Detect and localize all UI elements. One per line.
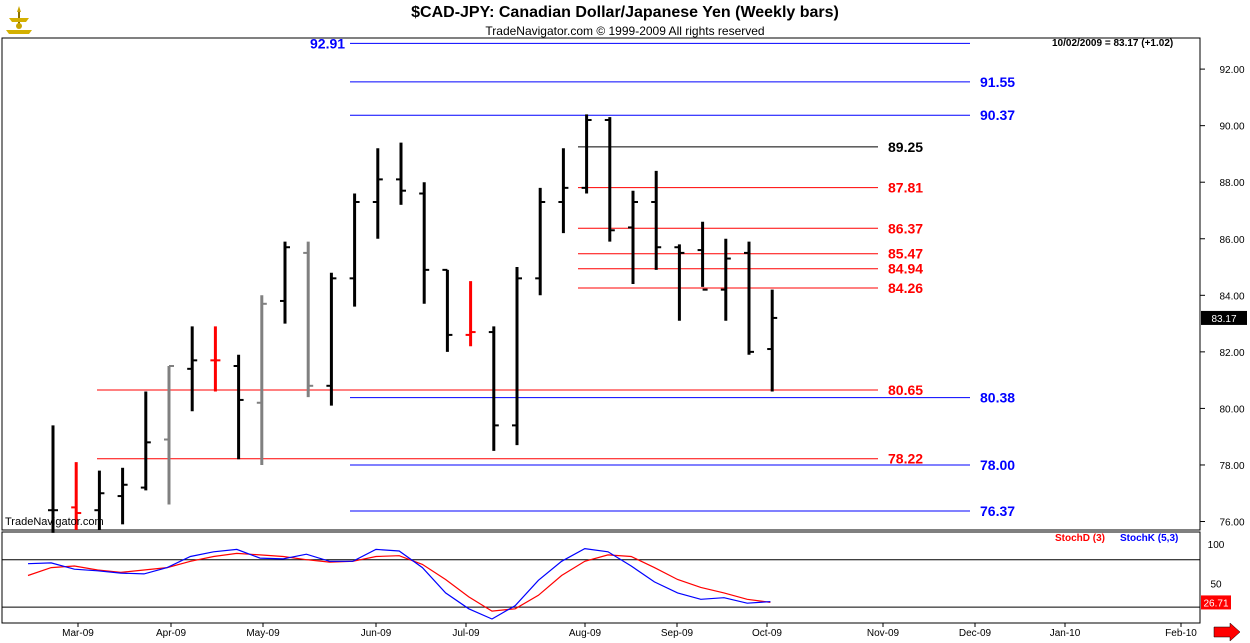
watermark: TradeNavigator.com <box>5 516 104 528</box>
stoch-value-box <box>1201 595 1231 610</box>
x-tick-label: Oct-09 <box>752 628 782 639</box>
logo-icon <box>4 4 34 36</box>
ohlc-bar <box>558 148 569 234</box>
y-tick-label: 76.00 <box>1219 518 1244 529</box>
ohlc-bar <box>512 267 522 446</box>
level-label: 89.25 <box>888 139 923 155</box>
y-tick-label: 90.00 <box>1219 122 1244 133</box>
price-bars <box>48 114 778 533</box>
stoch-legend: StochD (3) StochK (5,3) <box>1055 533 1178 544</box>
stoch-tick-label: 50 <box>1210 579 1222 590</box>
y-tick-label: 92.00 <box>1219 65 1244 76</box>
ohlc-bar <box>419 182 430 304</box>
ohlc-bar <box>396 142 406 205</box>
ohlc-bar <box>651 170 662 270</box>
x-tick-label: May-09 <box>246 628 280 639</box>
y-tick-label: 86.00 <box>1219 235 1244 246</box>
x-tick-label: Jul-09 <box>452 628 480 639</box>
ohlc-bar <box>280 241 290 324</box>
x-tick-label: Jan-10 <box>1050 628 1081 639</box>
level-label: 80.38 <box>980 390 1015 406</box>
stoch-tick-label: 100 <box>1208 540 1225 551</box>
stoch-levels <box>2 559 1200 608</box>
stoch-lines <box>27 547 771 620</box>
ohlc-bar <box>233 354 244 460</box>
y-tick-label: 82.00 <box>1219 348 1244 359</box>
ohlc-bar <box>628 190 638 284</box>
x-tick-label: Nov-09 <box>867 628 900 639</box>
ohlc-bar <box>697 221 708 291</box>
ohlc-bar <box>326 272 337 406</box>
level-label: 85.47 <box>888 246 923 262</box>
level-label: 91.55 <box>980 74 1015 90</box>
level-label: 78.00 <box>980 457 1015 473</box>
last-price-label: 83.17 <box>1211 314 1236 325</box>
stoch-panel: 100 50 26.71 StochD (3) StochK (5,3) <box>1 531 1231 624</box>
x-axis: Mar-09 Apr-09 May-09 Jun-09 Jul-09 Aug-09 Sep-… <box>62 623 1197 639</box>
y-tick-label: 78.00 <box>1219 461 1244 472</box>
level-label: 76.37 <box>980 503 1015 519</box>
stoch-legend-label: StochK (5,3) <box>1120 533 1178 544</box>
ohlc-bar <box>581 114 592 194</box>
last-price-info: 10/02/2009 = 83.17 (+1.02) <box>1052 38 1174 49</box>
level-label: 80.65 <box>888 382 923 398</box>
price-panel: 92.91 91.55 90.37 89.25 87.81 86.37 85.4784.94… <box>1 35 1247 533</box>
x-tick-label: Sep-09 <box>661 628 694 639</box>
ohlc-bar <box>349 193 360 307</box>
level-label: 84.26 <box>888 280 923 296</box>
last-price-box <box>1201 310 1247 325</box>
x-tick-label: Dec-09 <box>959 628 992 639</box>
level-label: 87.81 <box>888 180 923 196</box>
y-tick-label: 84.00 <box>1219 291 1244 302</box>
level-label: 90.37 <box>980 107 1015 123</box>
price-levels: 92.91 91.55 90.37 89.25 87.81 86.37 85.4784.94… <box>97 35 1015 519</box>
ohlc-bar <box>48 425 58 533</box>
ohlc-bar <box>674 244 685 321</box>
chart-title: $CAD-JPY: Canadian Dollar/Japanese Yen (… <box>411 4 839 21</box>
ohlc-bar <box>767 289 778 392</box>
ohlc-bar <box>488 326 499 451</box>
x-tick-label: Mar-09 <box>62 628 94 639</box>
ohlc-bar <box>71 462 82 530</box>
ohlc-bar <box>372 148 383 239</box>
x-tick-label: Jun-09 <box>361 628 392 639</box>
scroll-right-arrow-icon[interactable] <box>1213 622 1241 642</box>
ohlc-bar <box>187 326 198 412</box>
level-label: 92.91 <box>310 35 345 51</box>
stoch-value-label: 26.71 <box>1203 598 1228 609</box>
level-label: 78.22 <box>888 451 923 467</box>
stoch-line <box>27 547 771 620</box>
level-label: 86.37 <box>888 220 923 236</box>
ohlc-bar <box>604 117 615 242</box>
ohlc-bar <box>442 268 453 352</box>
ohlc-bar <box>256 295 267 465</box>
ohlc-bar <box>465 281 476 347</box>
ohlc-bar <box>303 241 314 398</box>
stoch-line <box>27 552 771 612</box>
y-tick-label: 80.00 <box>1219 404 1244 415</box>
x-tick-label: Feb-10 <box>1165 628 1197 639</box>
ohlc-bar <box>117 467 128 525</box>
y-tick-label: 88.00 <box>1219 178 1244 189</box>
ohlc-bar <box>210 326 221 392</box>
ohlc-bar <box>535 187 546 296</box>
x-tick-label: Aug-09 <box>569 628 602 639</box>
ohlc-bar <box>720 238 731 321</box>
ohlc-bar <box>744 241 754 355</box>
stoch-y-axis: 100 50 26.71 <box>1201 540 1231 610</box>
price-y-axis: 92.00 90.00 88.00 86.00 84.00 82.00 80.00 78.00… <box>1200 65 1247 529</box>
level-label: 84.94 <box>888 261 923 277</box>
chart-subtitle: TradeNavigator.com © 1999-2009 All right… <box>485 24 765 38</box>
ohlc-bar <box>164 365 174 505</box>
ohlc-bar <box>140 391 151 491</box>
stoch-legend-label: StochD (3) <box>1055 533 1105 544</box>
x-tick-label: Apr-09 <box>156 628 186 639</box>
ohlc-bar <box>94 470 105 530</box>
